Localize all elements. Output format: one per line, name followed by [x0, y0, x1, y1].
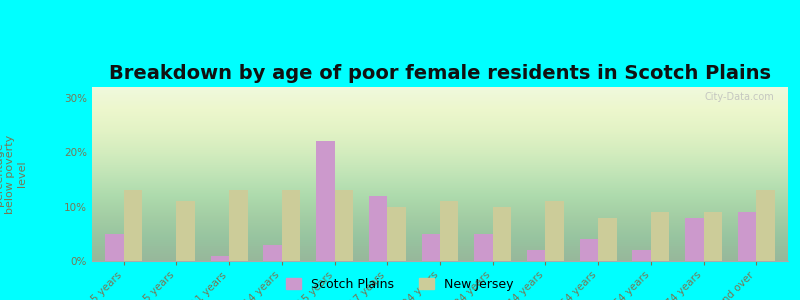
Bar: [210, 256, 229, 261]
Bar: [580, 239, 598, 261]
Legend: Scotch Plains, New Jersey: Scotch Plains, New Jersey: [286, 278, 514, 291]
Bar: [546, 201, 564, 261]
Bar: [598, 218, 617, 261]
Bar: [440, 201, 458, 261]
Bar: [651, 212, 670, 261]
Bar: [124, 190, 142, 261]
Bar: [334, 190, 353, 261]
Bar: [229, 190, 247, 261]
Bar: [527, 250, 546, 261]
Bar: [756, 190, 775, 261]
Bar: [282, 190, 300, 261]
Bar: [685, 218, 704, 261]
Bar: [704, 212, 722, 261]
Bar: [738, 212, 756, 261]
Text: percentage
below poverty
level: percentage below poverty level: [0, 134, 27, 214]
Bar: [316, 141, 334, 261]
Bar: [105, 234, 124, 261]
Bar: [493, 207, 511, 261]
Bar: [633, 250, 651, 261]
Bar: [369, 196, 387, 261]
Text: City-Data.com: City-Data.com: [704, 92, 774, 102]
Bar: [422, 234, 440, 261]
Bar: [387, 207, 406, 261]
Bar: [474, 234, 493, 261]
Bar: [263, 245, 282, 261]
Title: Breakdown by age of poor female residents in Scotch Plains: Breakdown by age of poor female resident…: [109, 64, 771, 83]
Bar: [176, 201, 195, 261]
